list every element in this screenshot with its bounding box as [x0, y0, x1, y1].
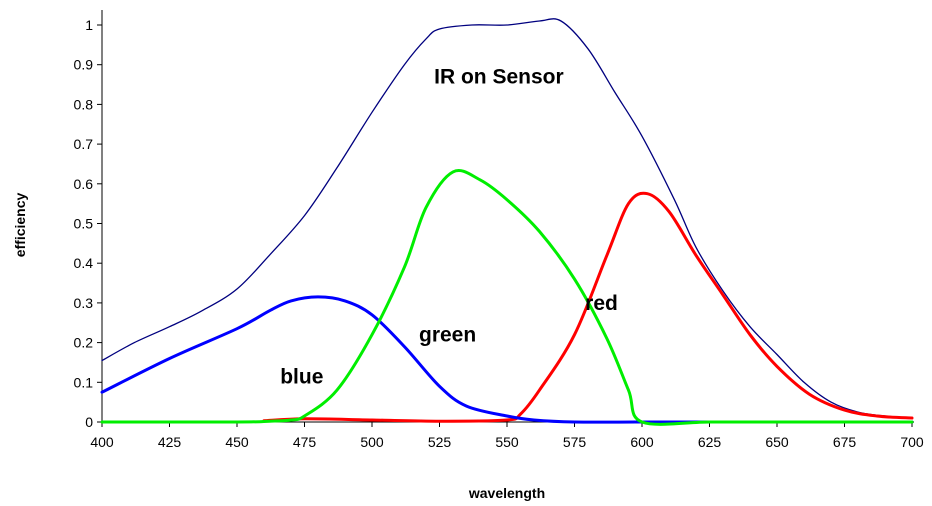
x-tick-label: 600 [630, 434, 654, 450]
series-label-red: red [585, 292, 618, 315]
series-label-blue: blue [280, 365, 323, 388]
x-tick-label: 700 [900, 434, 924, 450]
x-tick-label: 450 [225, 434, 249, 450]
series-line-green [100, 169, 914, 426]
x-tick-label: 475 [293, 434, 317, 450]
series-label-ir-on-sensor: IR on Sensor [434, 66, 564, 89]
x-axis: 400 425 450 475 500 525 550 575 600 625 650 675 700 [90, 421, 924, 450]
y-tick-label: 0.6 [74, 176, 94, 192]
y-tick-label: 0 [85, 414, 93, 430]
series-labels: IR on Sensor blue green red [280, 66, 618, 389]
y-tick-label: 0.1 [74, 374, 94, 390]
series-line-ir-on-sensor [101, 18, 913, 419]
plot-lines [100, 18, 914, 426]
y-tick-label: 0.3 [74, 295, 94, 311]
y-tick-label: 0.8 [74, 96, 94, 112]
y-tick-label: 0.2 [74, 335, 94, 351]
series-label-green: green [419, 324, 476, 347]
x-tick-label: 650 [765, 434, 789, 450]
x-tick-label: 675 [833, 434, 857, 450]
y-axis: 0 0.1 0.2 0.3 0.4 0.5 0.6 0.7 0.8 0.9 1 [74, 10, 103, 430]
x-tick-label: 625 [698, 434, 722, 450]
x-tick-label: 425 [158, 434, 182, 450]
y-tick-label: 0.5 [74, 216, 94, 232]
x-tick-label: 500 [360, 434, 384, 450]
series-line-blue [100, 295, 914, 424]
x-tick-label: 575 [563, 434, 587, 450]
y-tick-label: 0.7 [74, 136, 94, 152]
y-tick-label: 0.9 [74, 57, 94, 73]
x-tick-label: 400 [90, 434, 114, 450]
x-axis-title: wavelength [468, 485, 545, 501]
y-tick-label: 1 [85, 17, 93, 33]
x-tick-label: 525 [428, 434, 452, 450]
series-line-red [262, 191, 914, 423]
x-tick-label: 550 [495, 434, 519, 450]
y-tick-label: 0.4 [74, 255, 94, 271]
y-axis-title: efficiency [12, 192, 28, 257]
